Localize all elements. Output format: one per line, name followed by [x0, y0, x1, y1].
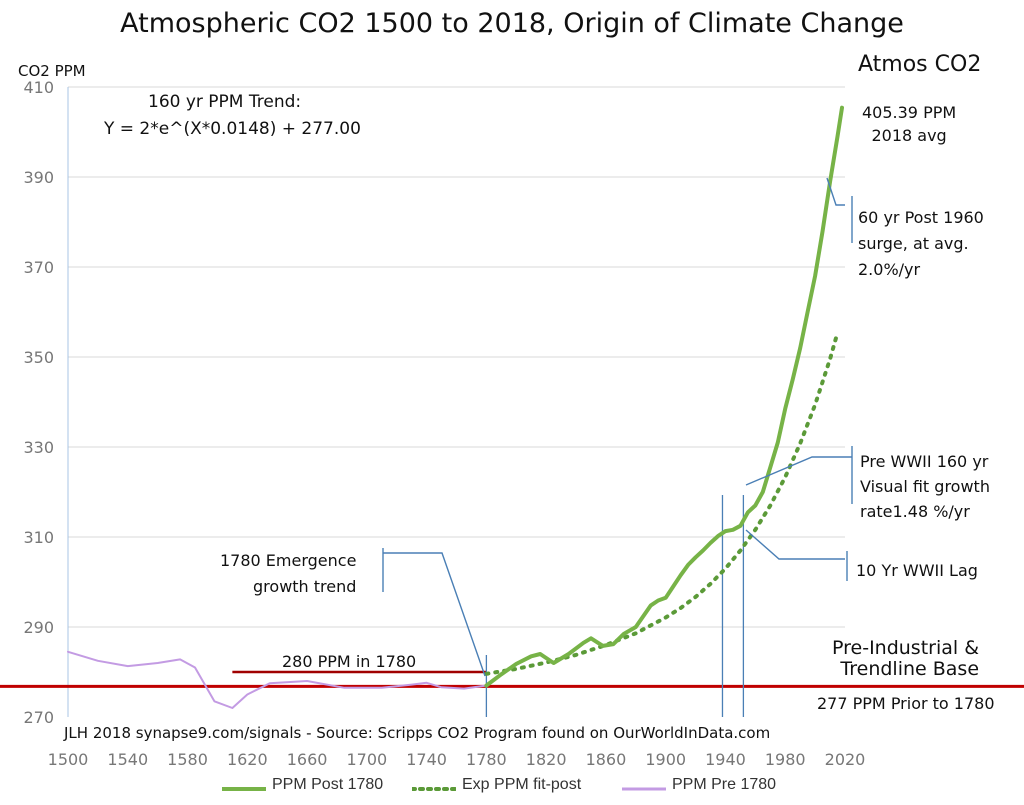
x-tick-label-1980: 1980 [765, 750, 806, 769]
y-tick-label-370: 370 [23, 258, 54, 277]
leader-wwii-lag [745, 529, 845, 560]
leader-emergence [383, 552, 486, 677]
pre-wwii-line1: Pre WWII 160 yr [860, 452, 989, 471]
legend-swatch-exp-fit [412, 787, 456, 791]
leader-pre-wwii [745, 456, 852, 486]
x-tick-label-1900: 1900 [645, 750, 686, 769]
prior-1780-annotation: 277 PPM Prior to 1780 [817, 694, 995, 713]
trend-annotation-line1: 160 yr PPM Trend: [148, 92, 302, 112]
y-tick-label-310: 310 [23, 528, 54, 547]
preindustrial-line2: Trendline Base [840, 658, 980, 680]
series-line-post-1780 [484, 105, 844, 688]
y-tick-label-410: 410 [23, 78, 54, 97]
series-line-pre-1780 [67, 650, 488, 709]
chart-legend: PPM Post 1780 Exp PPM fit-post PPM Pre 1… [0, 772, 1024, 802]
source-credit: JLH 2018 synapse9.com/signals - Source: … [64, 724, 771, 742]
trend-annotation-line2: Y = 2*e^(X*0.0148) + 277.00 [104, 119, 361, 139]
y-tick-label-350: 350 [23, 348, 54, 367]
y-axis-title: CO2 PPM [18, 62, 86, 80]
chart-title: Atmospheric CO2 1500 to 2018, Origin of … [120, 8, 904, 39]
x-tick-label-1660: 1660 [287, 750, 328, 769]
final-value-text: 405.39 PPM [862, 103, 957, 122]
x-tick-label-1500: 1500 [48, 750, 89, 769]
post-1960-line2: surge, at avg. [858, 234, 969, 253]
pre-wwii-line2: Visual fit growth [860, 477, 990, 496]
legend-swatch-post-1780 [222, 787, 266, 791]
x-tick-label-1740: 1740 [406, 750, 447, 769]
right-axis-title: Atmos CO2 [858, 52, 982, 77]
x-tick-label-1820: 1820 [526, 750, 567, 769]
series-line-exp-fit [484, 330, 840, 676]
ppm-1780-annotation: 280 PPM in 1780 [282, 652, 417, 671]
x-tick-label-1700: 1700 [346, 750, 387, 769]
x-tick-label-1580: 1580 [167, 750, 208, 769]
post-1960-line1: 60 yr Post 1960 [858, 208, 984, 227]
x-tick-label-1940: 1940 [705, 750, 746, 769]
emergence-annotation: 1780 Emergence growth trend [220, 548, 356, 600]
final-value-annotation: 405.39 PPM 2018 avg [862, 101, 956, 147]
legend-label-post-1780: PPM Post 1780 [272, 776, 384, 793]
final-value-note: 2018 avg [871, 126, 947, 145]
x-tick-label-1780: 1780 [466, 750, 507, 769]
preindustrial-line1: Pre-Industrial & [832, 637, 980, 659]
emergence-line2: growth trend [253, 577, 357, 596]
legend-label-pre-1780: PPM Pre 1780 [672, 776, 777, 793]
pre-wwii-line3: rate1.48 %/yr [860, 502, 970, 521]
x-tick-label-1540: 1540 [107, 750, 148, 769]
y-tick-label-330: 330 [23, 438, 54, 457]
post-1960-annotation: 60 yr Post 1960 surge, at avg. 2.0%/yr [858, 205, 984, 283]
legend-label-exp-fit: Exp PPM fit-post [462, 776, 582, 793]
preindustrial-annotation: Pre-Industrial & Trendline Base [832, 638, 979, 680]
legend-swatch-pre-1780 [622, 787, 666, 791]
y-tick-label-270: 270 [23, 708, 54, 727]
x-tick-label-1620: 1620 [227, 750, 268, 769]
pre-wwii-annotation: Pre WWII 160 yr Visual fit growth rate1.… [860, 449, 990, 524]
leader-post-1960 [826, 177, 845, 206]
x-tick-label-1860: 1860 [586, 750, 627, 769]
wwii-lag-annotation: 10 Yr WWII Lag [856, 561, 978, 580]
x-tick-label-2020: 2020 [825, 750, 866, 769]
y-tick-label-390: 390 [23, 168, 54, 187]
emergence-line1: 1780 Emergence [220, 551, 357, 570]
post-1960-line3: 2.0%/yr [858, 260, 921, 279]
y-tick-label-290: 290 [23, 618, 54, 637]
